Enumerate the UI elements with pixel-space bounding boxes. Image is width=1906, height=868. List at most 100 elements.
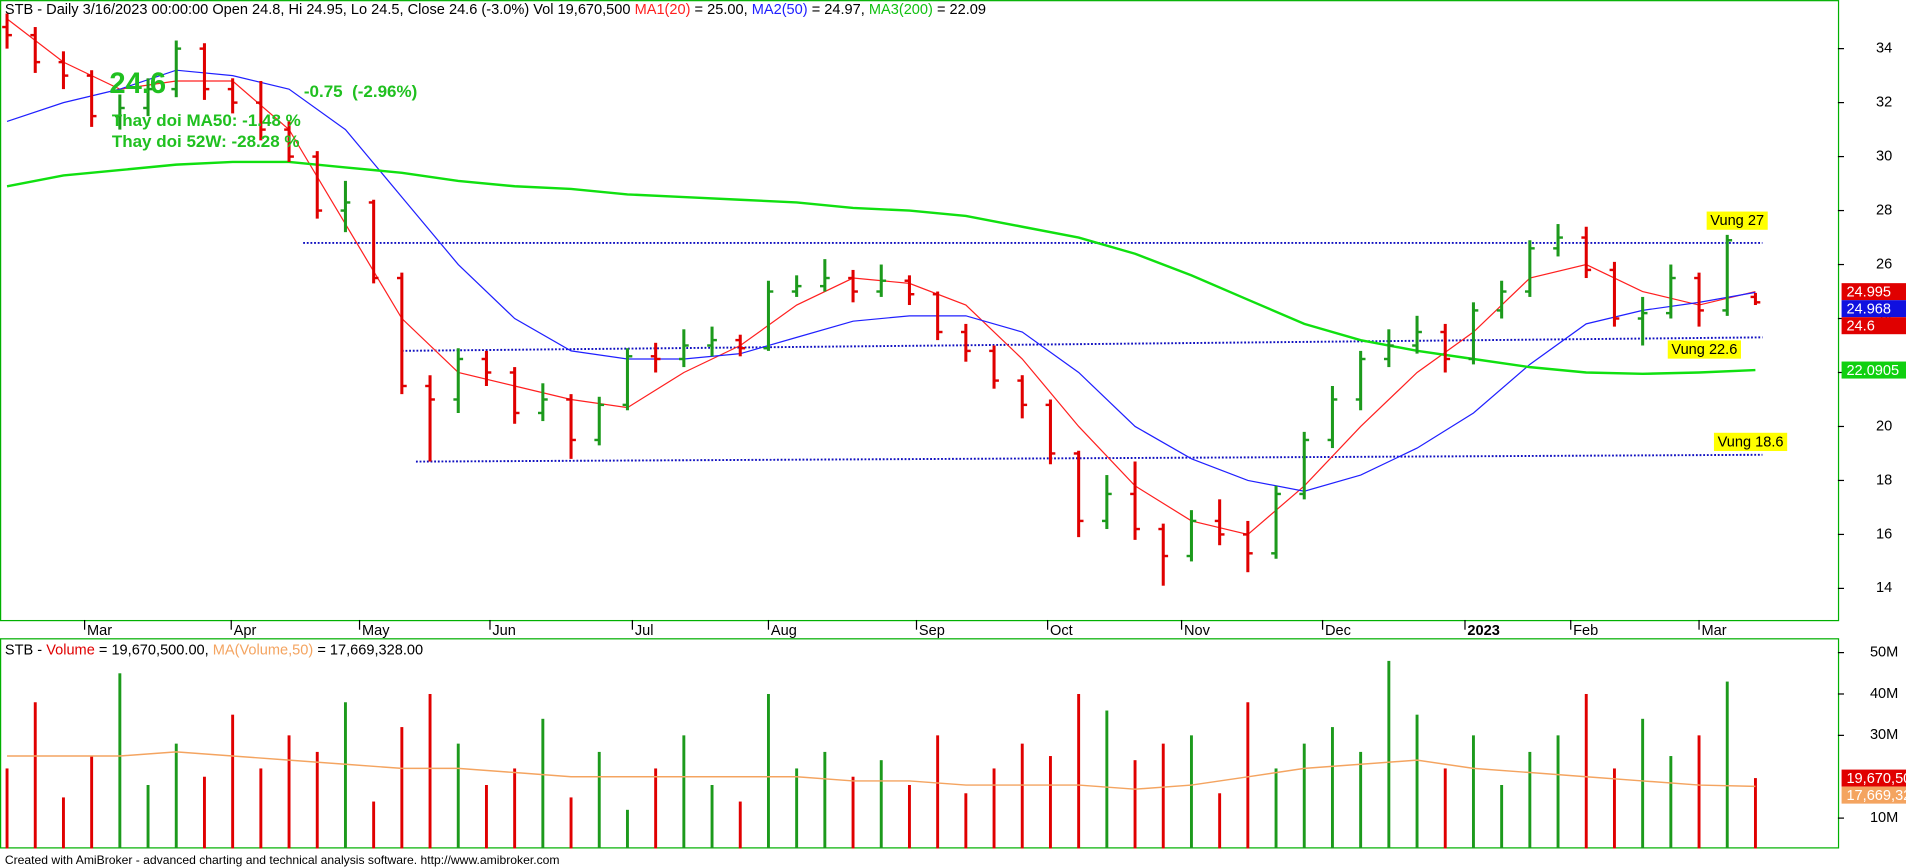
y-tick-label: 26 — [1876, 256, 1892, 272]
volume-bar — [1556, 735, 1560, 849]
x-tick-label: Sep — [919, 623, 945, 639]
volume-bar — [1612, 768, 1616, 849]
legend-name: MA2(50) — [752, 2, 808, 18]
value-box-label: 22.0905 — [1846, 363, 1899, 379]
level-label: Vung 22.6 — [1671, 342, 1737, 358]
annotation: Thay doi 52W: -28.28 % — [112, 132, 300, 151]
volume-bar — [315, 751, 319, 849]
volume-bar — [682, 735, 686, 849]
x-tick-label: 2023 — [1467, 623, 1499, 639]
volume-bar — [1359, 751, 1363, 849]
volume-bar — [597, 751, 601, 849]
x-tick-label: Mar — [87, 623, 112, 639]
volume-bar — [1471, 735, 1475, 849]
header-text: STB - — [5, 642, 42, 658]
volume-bar — [1330, 727, 1334, 849]
value-box-label: 19,670,500 — [1846, 771, 1906, 787]
level-label-bg — [1706, 211, 1768, 230]
legend-name: MA1(20) — [635, 2, 691, 18]
level-label: Vung 18.6 — [1718, 434, 1784, 450]
legend-name: Volume — [46, 642, 95, 658]
volume-bar — [1753, 778, 1757, 849]
volume-bar — [851, 776, 855, 849]
volume-bar — [484, 785, 488, 849]
volume-bar — [738, 801, 742, 849]
annotation: Thay doi MA50: -1.48 % — [112, 111, 301, 130]
volume-bar — [1077, 693, 1081, 849]
volume-bar — [1443, 768, 1447, 849]
header-text: STB - Daily 3/16/2023 00:00:00 Open 24.8… — [5, 2, 631, 18]
footer: Created with AmiBroker - advanced charti… — [5, 853, 560, 867]
volume-bar — [1133, 760, 1137, 849]
volume-bar — [1048, 756, 1052, 849]
volume-bar — [1697, 735, 1701, 849]
volume-bar — [513, 768, 517, 849]
x-tick-label: Jun — [492, 623, 516, 639]
volume-bar — [343, 702, 347, 849]
volume-bar — [879, 760, 883, 849]
volume-bar — [936, 735, 940, 849]
volume-bar — [654, 768, 658, 849]
value-box — [1841, 317, 1906, 335]
volume-bar — [202, 776, 206, 849]
legend-value: = 19,670,500.00, — [99, 642, 209, 658]
volume-bar — [118, 673, 122, 849]
value-box-label: 24.6 — [1846, 319, 1874, 335]
volume-bar — [1105, 710, 1109, 849]
legend-value: = 25.00, — [695, 2, 748, 18]
value-box — [1841, 361, 1906, 379]
legend-name: MA3(200) — [869, 2, 933, 18]
volume-bar — [90, 756, 94, 849]
x-tick-label: Feb — [1573, 623, 1598, 639]
legend-value: = 17,669,328.00 — [317, 642, 423, 658]
plot-layer: 1416182022242628303234MarAprMayJunJulAug… — [2, 13, 1906, 849]
x-tick-label: Oct — [1050, 623, 1073, 639]
volume-bar — [1218, 793, 1222, 849]
annotation: 24.6 — [109, 68, 166, 100]
volume-bar — [33, 702, 37, 849]
y-tick-label: 32 — [1876, 94, 1892, 110]
volume-bar — [795, 768, 799, 849]
y-tick-label: 16 — [1876, 526, 1892, 542]
volume-bar — [1387, 660, 1391, 849]
x-tick-label: Aug — [771, 623, 797, 639]
volume-bar — [1528, 751, 1532, 849]
y-tick-label: 14 — [1876, 580, 1892, 596]
y-tick-label: 34 — [1876, 40, 1892, 56]
x-tick-label: Apr — [234, 623, 257, 639]
moving-average — [6, 69, 1756, 492]
legend-value: = 24.97, — [812, 2, 865, 18]
volume-bar — [625, 809, 629, 849]
y-tick-label: 50M — [1870, 644, 1898, 660]
volume-bar — [1189, 735, 1193, 849]
value-box — [1841, 300, 1906, 318]
volume-ma — [7, 751, 1756, 790]
value-box — [1841, 769, 1906, 787]
y-tick-label: 30 — [1876, 148, 1892, 164]
volume-bar — [907, 785, 911, 849]
volume-bar — [541, 718, 545, 849]
legend-value: = 22.09 — [937, 2, 986, 18]
volume-bar — [1584, 693, 1588, 849]
moving-average — [6, 160, 1756, 376]
volume-bar — [992, 768, 996, 849]
volume-bar — [964, 793, 968, 849]
volume-panel — [0, 638, 1840, 849]
volume-bar — [1020, 743, 1024, 849]
legend-name: MA(Volume,50) — [213, 642, 313, 658]
level-label-bg — [1667, 340, 1741, 359]
volume-bar — [1302, 743, 1306, 849]
volume-header: STB - Volume = 19,670,500.00, MA(Volume,… — [5, 642, 423, 658]
volume-bar — [823, 751, 827, 849]
volume-bar — [710, 785, 714, 849]
volume-bar — [287, 735, 291, 849]
price-panel — [0, 0, 1840, 622]
volume-bar — [766, 693, 770, 849]
volume-bar — [569, 797, 573, 849]
y-tick-label: 18 — [1876, 472, 1892, 488]
x-tick-label: Mar — [1701, 623, 1726, 639]
volume-bar — [1641, 718, 1645, 849]
